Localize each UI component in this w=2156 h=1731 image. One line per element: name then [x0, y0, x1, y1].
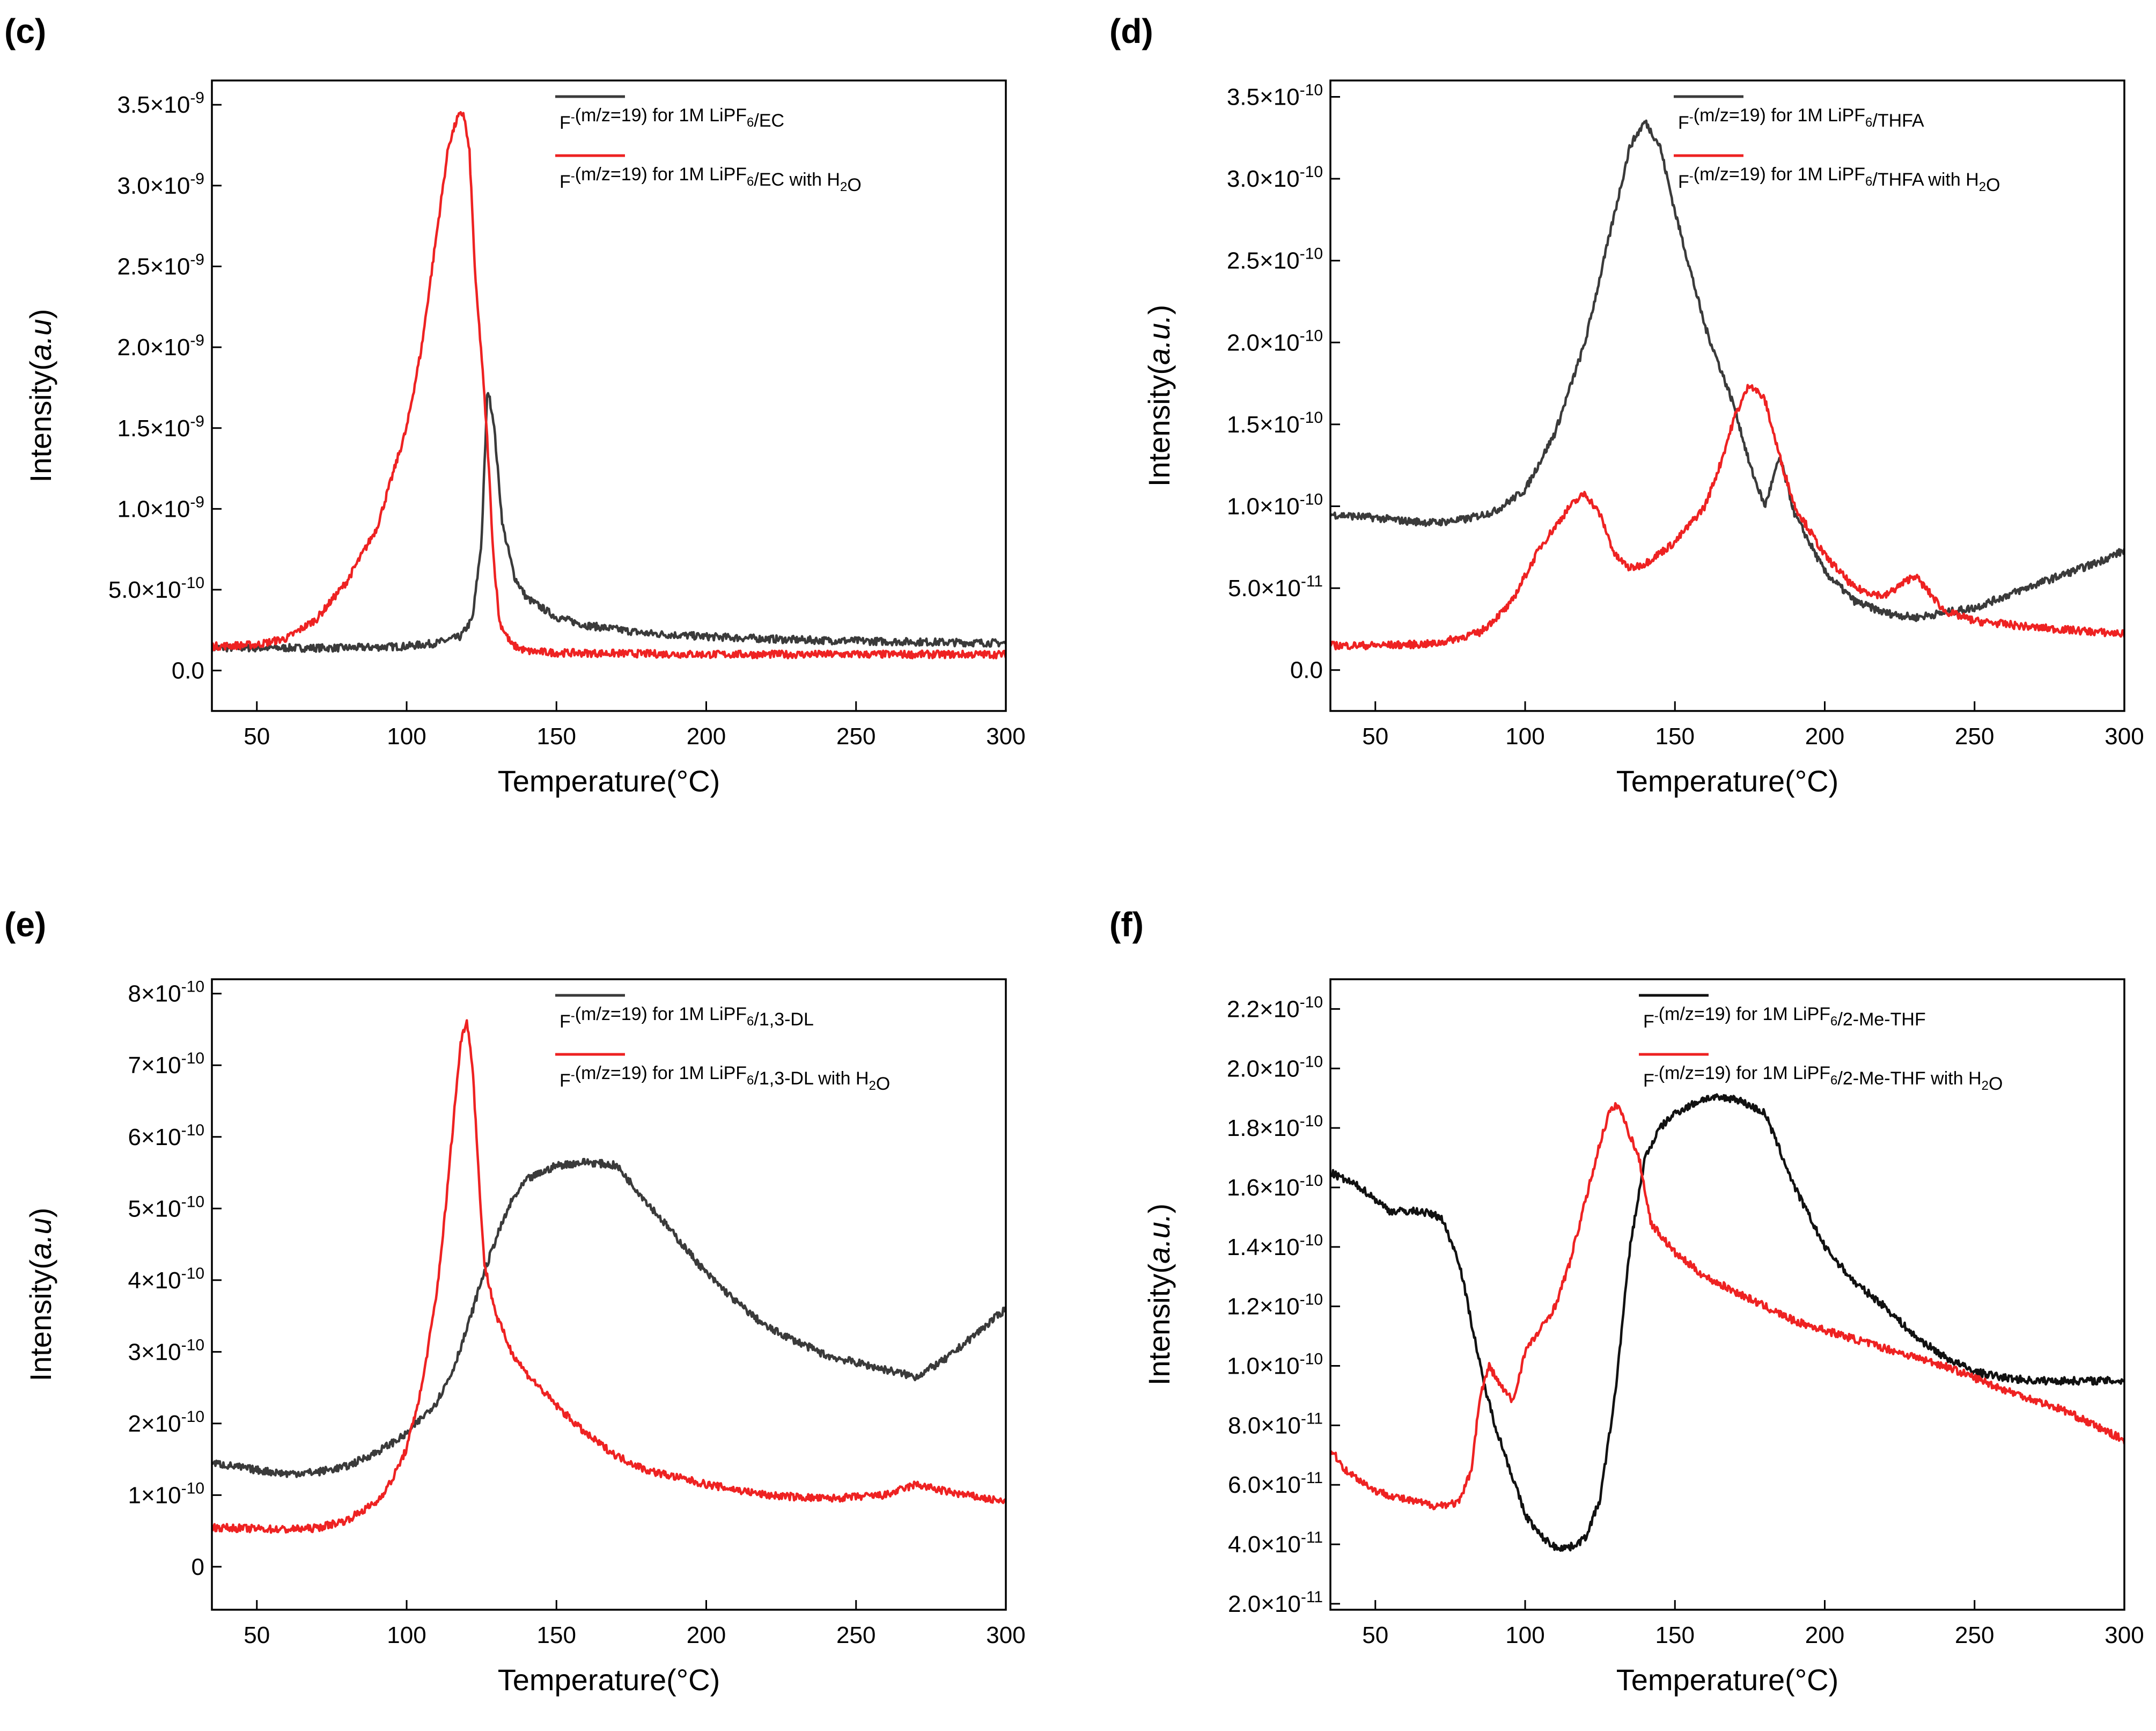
panel-d-xtick-label: 300	[2105, 723, 2144, 750]
panel-d-series-with-h2o	[1330, 384, 2124, 651]
panel-e-xtick-label: 200	[687, 1622, 726, 1648]
panel-c-xtick-label: 300	[986, 723, 1025, 750]
panel-c-ytick-label: 0.0	[172, 658, 204, 684]
panel-d-xtick-label: 200	[1805, 723, 1844, 750]
panel-c-series-with-h2o	[212, 111, 1006, 659]
panel-f-xtick-label: 150	[1655, 1622, 1695, 1648]
panel-f-ytick-label: 1.4×10-10	[1227, 1231, 1323, 1260]
panel-f-xtick-label: 200	[1805, 1622, 1844, 1648]
panel-e-xtick-label: 100	[387, 1622, 426, 1648]
panel-f-xtick-label: 250	[1955, 1622, 1994, 1648]
panel-f-legend-label: F-(m/z=19) for 1M LiPF6/2-Me-THF with H2…	[1643, 1063, 2003, 1094]
panel-d-ylabel: Intensity(a.u.)	[1142, 305, 1176, 487]
panel-c-ytick-label: 1.5×10-9	[117, 413, 205, 442]
panel-d-ytick-label: 3.0×10-10	[1227, 163, 1323, 192]
panel-d-frame	[1329, 79, 2125, 712]
panel-f-series-with-h2o	[1330, 1102, 2124, 1510]
panel-d-ytick-label: 1.0×10-10	[1227, 491, 1323, 520]
panel-c-xtick-label: 50	[244, 723, 270, 750]
panel-e-legend-label: F-(m/z=19) for 1M LiPF6/1,3-DL with H2O	[560, 1063, 890, 1094]
panel-d-ytick-label: 3.5×10-10	[1227, 82, 1323, 111]
panel-e-ytick-label: 8×10-10	[128, 978, 204, 1007]
panel-e-ytick-label: 4×10-10	[128, 1265, 204, 1294]
panel-c-xtick-label: 150	[537, 723, 576, 750]
panel-c-xtick-label: 200	[687, 723, 726, 750]
panel-e-xtick-label: 150	[537, 1622, 576, 1648]
panel-f-ytick-label: 2.0×10-10	[1227, 1053, 1323, 1082]
panel-d-xtick-label: 100	[1505, 723, 1544, 750]
panel-f-xlabel: Temperature(°C)	[1616, 1663, 1839, 1697]
panel-c-frame	[211, 79, 1007, 712]
panel-e-ytick-label: 6×10-10	[128, 1121, 204, 1150]
panel-f-xtick-label: 100	[1505, 1622, 1544, 1648]
panel-f-ytick-label: 2.0×10-11	[1228, 1588, 1323, 1617]
panel-d-legend-label: F-(m/z=19) for 1M LiPF6/THFA with H2O	[1678, 164, 2000, 195]
panel-f-label: (f)	[1109, 905, 1144, 944]
panel-d: (d) 50 100 150 200 250 300 0.0 5.0×10-11 1.0×10-1…	[1109, 12, 2144, 798]
panel-d-ytick-label: 2.5×10-10	[1227, 245, 1323, 274]
panel-f: (f) 50 100 150 200 250 300 2.0×10-11 4.0×10-11 6.…	[1109, 905, 2144, 1697]
panel-c-legend-label: F-(m/z=19) for 1M LiPF6/EC	[560, 105, 784, 133]
panel-d-ytick-label: 1.5×10-10	[1227, 409, 1323, 438]
panel-e-ytick-label: 2×10-10	[128, 1408, 204, 1437]
panel-e-frame	[211, 978, 1007, 1611]
panel-d-xtick-label: 250	[1955, 723, 1994, 750]
panel-d-ytick-label: 0.0	[1290, 657, 1323, 684]
panel-c-label: (c)	[4, 12, 46, 50]
panel-c-ytick-label: 1.0×10-9	[117, 493, 205, 522]
panel-e-xtick-label: 300	[986, 1622, 1025, 1648]
panel-f-frame	[1329, 978, 2125, 1611]
panel-d-xtick-label: 150	[1655, 723, 1695, 750]
panel-c-ytick-label: 5.0×10-10	[108, 574, 204, 603]
panel-c-ytick-label: 3.0×10-9	[117, 170, 205, 199]
panel-d-legend-label: F-(m/z=19) for 1M LiPF6/THFA	[1678, 105, 1924, 133]
panel-e-xtick-label: 250	[836, 1622, 875, 1648]
panel-c-legend-label: F-(m/z=19) for 1M LiPF6/EC with H2O	[560, 164, 862, 195]
panel-f-xtick-label: 50	[1362, 1622, 1388, 1648]
panel-c-xlabel: Temperature(°C)	[498, 764, 720, 798]
panel-c-xtick-label: 250	[836, 723, 875, 750]
panel-f-ytick-label: 6.0×10-11	[1228, 1469, 1323, 1498]
panel-e-ytick-label: 5×10-10	[128, 1193, 204, 1222]
panel-d-xtick-label: 50	[1362, 723, 1388, 750]
panel-c: (c) 50 100 150 200 250 300 0.0 5.0×10-10 1.0×10-9…	[4, 12, 1026, 798]
panel-f-series-dry	[1330, 1093, 2124, 1552]
panel-d-series-dry	[1330, 119, 2124, 622]
panel-e-ytick-label: 7×10-10	[128, 1050, 204, 1079]
panel-c-xtick-label: 100	[387, 723, 426, 750]
panel-f-ytick-label: 1.8×10-10	[1227, 1112, 1323, 1141]
panel-f-ytick-label: 1.0×10-10	[1227, 1351, 1323, 1380]
panel-c-series-dry	[212, 392, 1006, 653]
panel-f-ytick-label: 8.0×10-11	[1228, 1410, 1323, 1439]
panel-c-ylabel: Intensity(a.u)	[24, 309, 57, 483]
panel-e-ytick-label: 0	[192, 1554, 204, 1580]
panel-d-ytick-label: 2.0×10-10	[1227, 327, 1323, 356]
panel-c-ytick-label: 2.5×10-9	[117, 251, 205, 280]
panel-f-legend-label: F-(m/z=19) for 1M LiPF6/2-Me-THF	[1643, 1004, 1926, 1032]
panel-d-ytick-label: 5.0×10-11	[1228, 573, 1323, 602]
panel-f-xtick-label: 300	[2105, 1622, 2144, 1648]
panel-e-series-dry	[212, 1157, 1006, 1478]
panel-e-label: (e)	[4, 905, 46, 944]
panel-f-ytick-label: 1.6×10-10	[1227, 1172, 1323, 1201]
panel-f-ytick-label: 2.2×10-10	[1227, 993, 1323, 1022]
panel-e-ytick-label: 1×10-10	[128, 1479, 204, 1508]
panel-e-ytick-label: 3×10-10	[128, 1336, 204, 1365]
panel-e-legend-label: F-(m/z=19) for 1M LiPF6/1,3-DL	[560, 1004, 814, 1032]
panel-d-label: (d)	[1109, 12, 1153, 50]
panel-e-ylabel: Intensity(a.u)	[24, 1208, 57, 1382]
panel-e: (e) 50 100 150 200 250 300 0 1×10-10 2×10-10 3×10-…	[4, 905, 1026, 1697]
panel-c-ytick-label: 3.5×10-9	[117, 89, 205, 118]
panel-e-series-with-h2o	[212, 1019, 1006, 1534]
panel-c-ytick-label: 2.0×10-9	[117, 332, 205, 361]
panel-d-xlabel: Temperature(°C)	[1616, 764, 1839, 798]
panel-e-xtick-label: 50	[244, 1622, 270, 1648]
panel-f-ylabel: Intensity(a.u.)	[1142, 1204, 1176, 1385]
panel-f-ytick-label: 1.2×10-10	[1227, 1291, 1323, 1320]
panel-f-ytick-label: 4.0×10-11	[1228, 1529, 1323, 1558]
panel-e-xlabel: Temperature(°C)	[498, 1663, 720, 1697]
